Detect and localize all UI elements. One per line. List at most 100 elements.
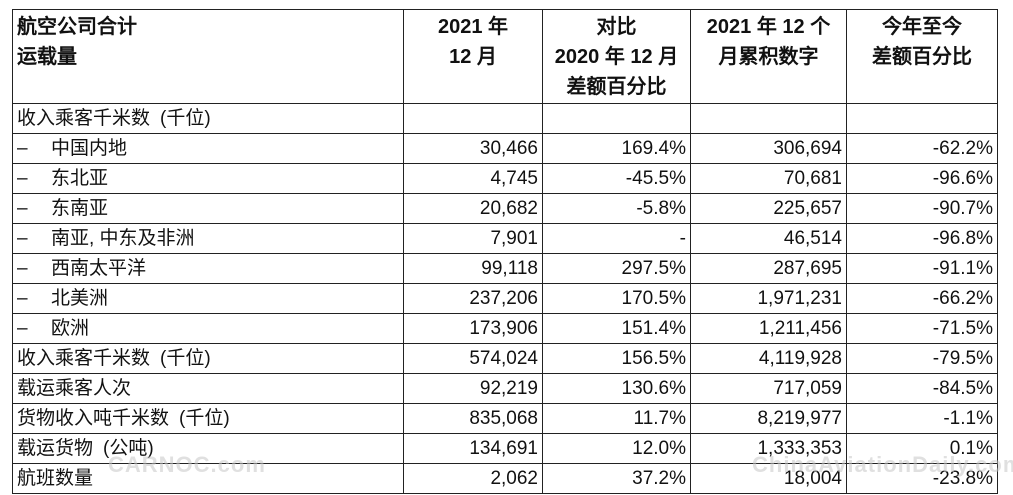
- cumulative-value: 1,333,353: [690, 433, 847, 464]
- yoy-change-value: 169.4%: [542, 133, 691, 164]
- month-value: 99,118: [403, 253, 543, 284]
- section-label: 收入乘客千米数: [17, 107, 151, 129]
- region-row: – 东北亚 4,745 -45.5% 70,681 -96.6%: [12, 163, 998, 194]
- cumulative-value: 8,219,977: [690, 403, 847, 434]
- yoy-change-value: 170.5%: [542, 283, 691, 314]
- month-value: 237,206: [403, 283, 543, 314]
- empty-cell: [403, 103, 543, 134]
- total-unit: (千位): [160, 347, 211, 369]
- cumulative-value: 18,004: [690, 463, 847, 494]
- total-row: 收入乘客千米数 (千位) 574,024 156.5% 4,119,928 -79.5%: [12, 343, 998, 374]
- yoy-change-value: -45.5%: [542, 163, 691, 194]
- total-unit: (公吨): [103, 437, 154, 459]
- ytd-change-value: -96.8%: [846, 223, 998, 254]
- ytd-change-value: -96.6%: [846, 163, 998, 194]
- region-label: 中国内地: [51, 137, 128, 159]
- region-label: 东北亚: [51, 167, 109, 189]
- empty-cell: [846, 103, 998, 134]
- header-ytd-line2: 差额百分比: [872, 46, 972, 68]
- total-row: 载运货物 (公吨) 134,691 12.0% 1,333,353 0.1%: [12, 433, 998, 464]
- yoy-change-value: 12.0%: [542, 433, 691, 464]
- month-value: 7,901: [403, 223, 543, 254]
- month-value: 2,062: [403, 463, 543, 494]
- month-value: 574,024: [403, 343, 543, 374]
- dash-marker: –: [17, 317, 28, 339]
- month-value: 4,745: [403, 163, 543, 194]
- ytd-change-value: -79.5%: [846, 343, 998, 374]
- header-dec-2021-line1: 2021 年: [437, 16, 509, 38]
- cumulative-value: 287,695: [690, 253, 847, 284]
- yoy-change-value: 151.4%: [542, 313, 691, 344]
- dash-marker: –: [17, 227, 28, 249]
- total-label: 载运乘客人次: [17, 377, 132, 399]
- yoy-change-value: 297.5%: [542, 253, 691, 284]
- header-cumulative-line1: 2021 年 12 个: [706, 16, 831, 38]
- region-label-cell: – 东北亚: [12, 163, 404, 194]
- airline-traffic-table: 航空公司合计 运载量 2021 年 12 月 对比 2020 年 12 月 差额…: [12, 9, 998, 494]
- header-dec-2021: 2021 年 12 月: [403, 9, 543, 104]
- dash-marker: –: [17, 197, 28, 219]
- yoy-change-value: 130.6%: [542, 373, 691, 404]
- cumulative-value: 717,059: [690, 373, 847, 404]
- region-row: – 中国内地 30,466 169.4% 306,694 -62.2%: [12, 133, 998, 164]
- empty-cell: [542, 103, 691, 134]
- header-12-month-cumulative: 2021 年 12 个 月累积数字: [690, 9, 847, 104]
- total-label-cell: 货物收入吨千米数 (千位): [12, 403, 404, 434]
- month-value: 20,682: [403, 193, 543, 224]
- ytd-change-value: 0.1%: [846, 433, 998, 464]
- section-unit: (千位): [160, 107, 211, 129]
- total-label: 载运货物: [17, 437, 94, 459]
- header-ytd-change: 今年至今 差额百分比: [846, 9, 998, 104]
- region-label-cell: – 北美洲: [12, 283, 404, 314]
- header-dec-2021-line2: 12 月: [449, 46, 497, 68]
- yoy-change-value: 11.7%: [542, 403, 691, 434]
- cumulative-value: 46,514: [690, 223, 847, 254]
- header-traffic: 航空公司合计 运载量: [12, 9, 404, 104]
- total-label-cell: 航班数量: [12, 463, 404, 494]
- total-label: 航班数量: [17, 467, 94, 489]
- ytd-change-value: -84.5%: [846, 373, 998, 404]
- region-label: 南亚, 中东及非洲: [51, 227, 195, 249]
- header-yoy-line2: 2020 年 12 月: [554, 46, 679, 68]
- total-label-cell: 载运货物 (公吨): [12, 433, 404, 464]
- region-label: 北美洲: [51, 287, 109, 309]
- section-label-cell: 收入乘客千米数 (千位): [12, 103, 404, 134]
- dash-marker: –: [17, 137, 28, 159]
- yoy-change-value: -: [542, 223, 691, 254]
- cumulative-value: 1,211,456: [690, 313, 847, 344]
- region-row: – 西南太平洋 99,118 297.5% 287,695 -91.1%: [12, 253, 998, 284]
- month-value: 92,219: [403, 373, 543, 404]
- region-label-cell: – 中国内地: [12, 133, 404, 164]
- ytd-change-value: -71.5%: [846, 313, 998, 344]
- total-row: 货物收入吨千米数 (千位) 835,068 11.7% 8,219,977 -1.1%: [12, 403, 998, 434]
- region-label: 欧洲: [51, 317, 90, 339]
- header-yoy-line3: 差额百分比: [566, 76, 667, 98]
- region-row: – 北美洲 237,206 170.5% 1,971,231 -66.2%: [12, 283, 998, 314]
- cumulative-value: 306,694: [690, 133, 847, 164]
- region-row: – 东南亚 20,682 -5.8% 225,657 -90.7%: [12, 193, 998, 224]
- header-cumulative-line2: 月累积数字: [718, 46, 819, 68]
- ytd-change-value: -66.2%: [846, 283, 998, 314]
- total-label-cell: 载运乘客人次: [12, 373, 404, 404]
- dash-marker: –: [17, 287, 28, 309]
- total-label: 货物收入吨千米数: [17, 407, 170, 429]
- ytd-change-value: -62.2%: [846, 133, 998, 164]
- yoy-change-value: 37.2%: [542, 463, 691, 494]
- month-value: 835,068: [403, 403, 543, 434]
- ytd-change-value: -23.8%: [846, 463, 998, 494]
- dash-marker: –: [17, 167, 28, 189]
- empty-cell: [690, 103, 847, 134]
- cumulative-value: 4,119,928: [690, 343, 847, 374]
- header-traffic-line2: 运载量: [17, 46, 77, 68]
- header-yoy-line1: 对比: [596, 16, 637, 38]
- total-row: 航班数量 2,062 37.2% 18,004 -23.8%: [12, 463, 998, 494]
- header-yoy-change: 对比 2020 年 12 月 差额百分比: [542, 9, 691, 104]
- header-row: 航空公司合计 运载量 2021 年 12 月 对比 2020 年 12 月 差额…: [12, 9, 998, 104]
- cumulative-value: 70,681: [690, 163, 847, 194]
- ytd-change-value: -90.7%: [846, 193, 998, 224]
- cumulative-value: 225,657: [690, 193, 847, 224]
- region-label: 西南太平洋: [51, 257, 147, 279]
- header-traffic-line1: 航空公司合计: [17, 16, 137, 38]
- section-row: 收入乘客千米数 (千位): [12, 103, 998, 134]
- yoy-change-value: -5.8%: [542, 193, 691, 224]
